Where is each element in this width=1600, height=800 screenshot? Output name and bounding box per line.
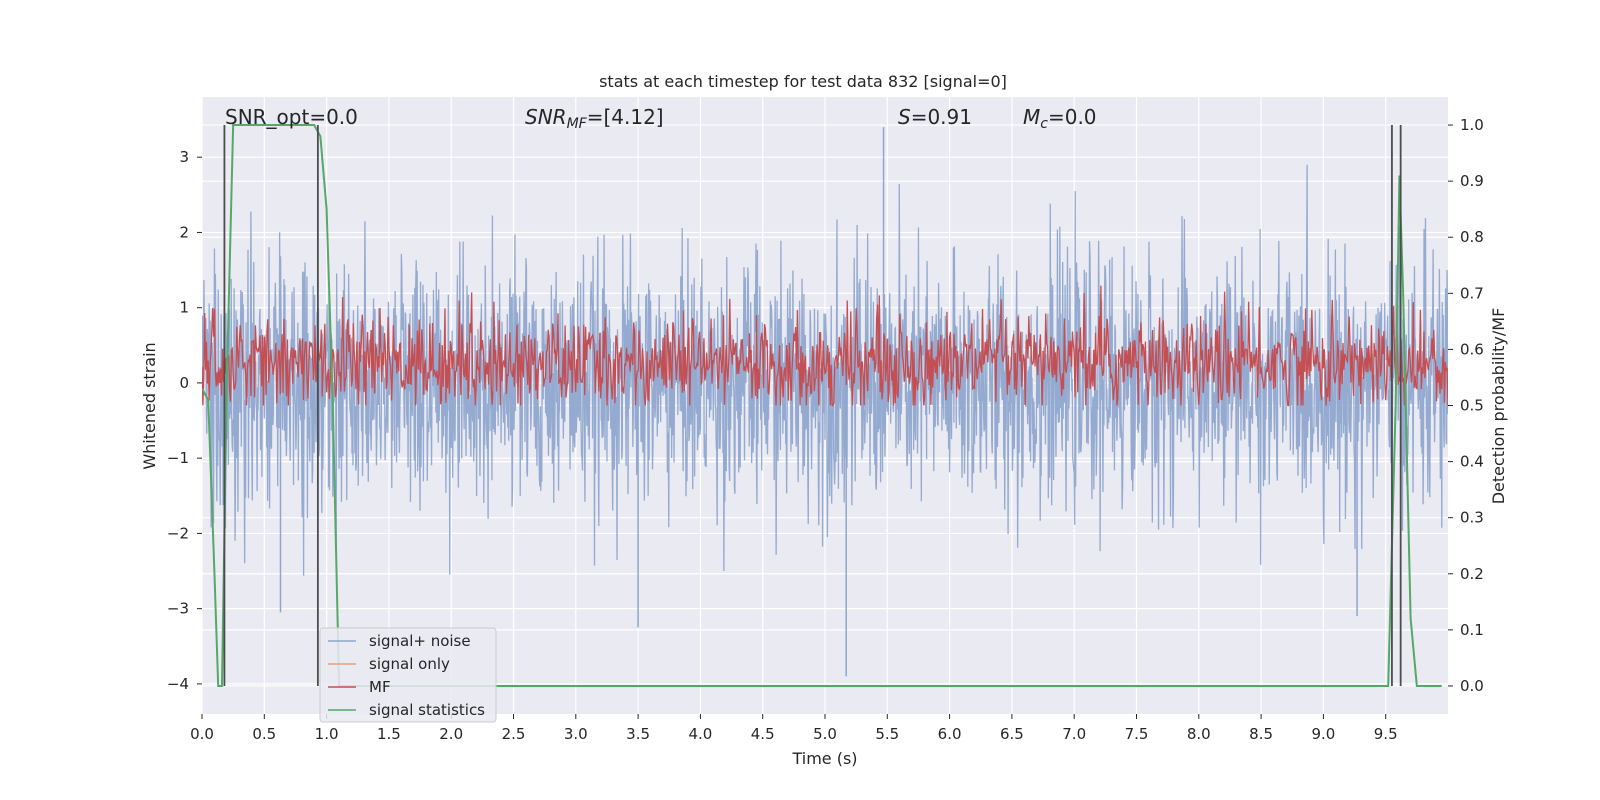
x-tick-label: 1.5 [377, 725, 401, 743]
x-tick-label: 5.5 [875, 725, 899, 743]
x-tick-label: 7.0 [1062, 725, 1086, 743]
y-ticks-right: 1.0 0.9 0.8 0.7 0.6 0.5 0.4 0.3 0.2 0.1 0.0 [1448, 116, 1484, 695]
annotation-s: S=0.91 [898, 105, 972, 129]
x-tick-label: 8.5 [1249, 725, 1273, 743]
y-axis-right-label: Detection probability/MF [1489, 308, 1508, 505]
y-right-tick-label: 0.8 [1460, 228, 1484, 246]
x-tick-label: 4.5 [751, 725, 775, 743]
x-tick-label: 8.0 [1187, 725, 1211, 743]
series-signal-statistics [202, 124, 1442, 687]
x-tick-label: 4.0 [688, 725, 712, 743]
y-left-tick-label: −4 [167, 675, 189, 693]
x-tick-label: 6.0 [938, 725, 962, 743]
series-mf [202, 285, 1448, 407]
y-right-tick-label: 0.1 [1460, 621, 1484, 639]
x-tick-label: 2.5 [502, 725, 526, 743]
y-left-tick-label: −3 [167, 600, 189, 618]
x-tick-label: 3.5 [626, 725, 650, 743]
y-right-tick-label: 0.0 [1460, 677, 1484, 695]
y-right-tick-label: 0.6 [1460, 340, 1484, 358]
y-left-tick-label: 2 [179, 223, 189, 241]
mf-line [202, 285, 1448, 407]
x-tick-label: 5.0 [813, 725, 837, 743]
y-left-tick-label: −1 [167, 449, 189, 467]
y-right-tick-label: 0.5 [1460, 397, 1484, 415]
x-tick-label: 1.0 [315, 725, 339, 743]
y-left-tick-label: 1 [179, 299, 189, 317]
y-right-tick-label: 0.3 [1460, 509, 1484, 527]
chart-title: stats at each timestep for test data 832… [599, 72, 1007, 91]
y-ticks-left: 3 2 1 0 −1 −2 −3 −4 [167, 148, 202, 693]
legend-label-signal-statistics: signal statistics [369, 701, 485, 719]
y-left-tick-label: 0 [179, 374, 189, 392]
x-tick-label: 2.0 [439, 725, 463, 743]
x-tick-label: 9.0 [1311, 725, 1335, 743]
x-tick-label: 0.0 [190, 725, 214, 743]
detection-vlines [223, 125, 1402, 686]
x-tick-label: 6.5 [1000, 725, 1024, 743]
legend-label-mf: MF [369, 678, 391, 696]
y-right-tick-label: 0.2 [1460, 565, 1484, 583]
x-axis-label: Time (s) [791, 749, 857, 768]
y-right-tick-label: 0.4 [1460, 453, 1484, 471]
signal-statistics-line [202, 124, 1442, 687]
annotation-snr-mf: SNRMF=[4.12] [525, 105, 664, 132]
y-right-tick-label: 0.7 [1460, 284, 1484, 302]
y-right-tick-label: 0.9 [1460, 172, 1484, 190]
legend: signal+ noise signal only MF signal stat… [319, 627, 497, 723]
legend-box [319, 627, 497, 723]
x-ticks: 0.0 0.5 1.0 1.5 2.0 2.5 3.0 3.5 4.0 4.5 5.0 5.5 6.0 6… [190, 714, 1398, 743]
x-tick-label: 7.5 [1125, 725, 1149, 743]
y-left-tick-label: −2 [167, 524, 189, 542]
x-tick-label: 9.5 [1374, 725, 1398, 743]
x-tick-label: 3.0 [564, 725, 588, 743]
legend-label-signal-only: signal only [369, 655, 450, 673]
annotation-snr-opt: SNR_opt=0.0 [225, 105, 358, 129]
annotation-mc: Mc=0.0 [1023, 105, 1097, 132]
y-right-tick-label: 1.0 [1460, 116, 1484, 134]
x-tick-label: 0.5 [252, 725, 276, 743]
legend-label-signal-noise: signal+ noise [369, 632, 471, 650]
y-left-tick-label: 3 [179, 148, 189, 166]
y-axis-left-label: Whitened strain [140, 342, 159, 469]
